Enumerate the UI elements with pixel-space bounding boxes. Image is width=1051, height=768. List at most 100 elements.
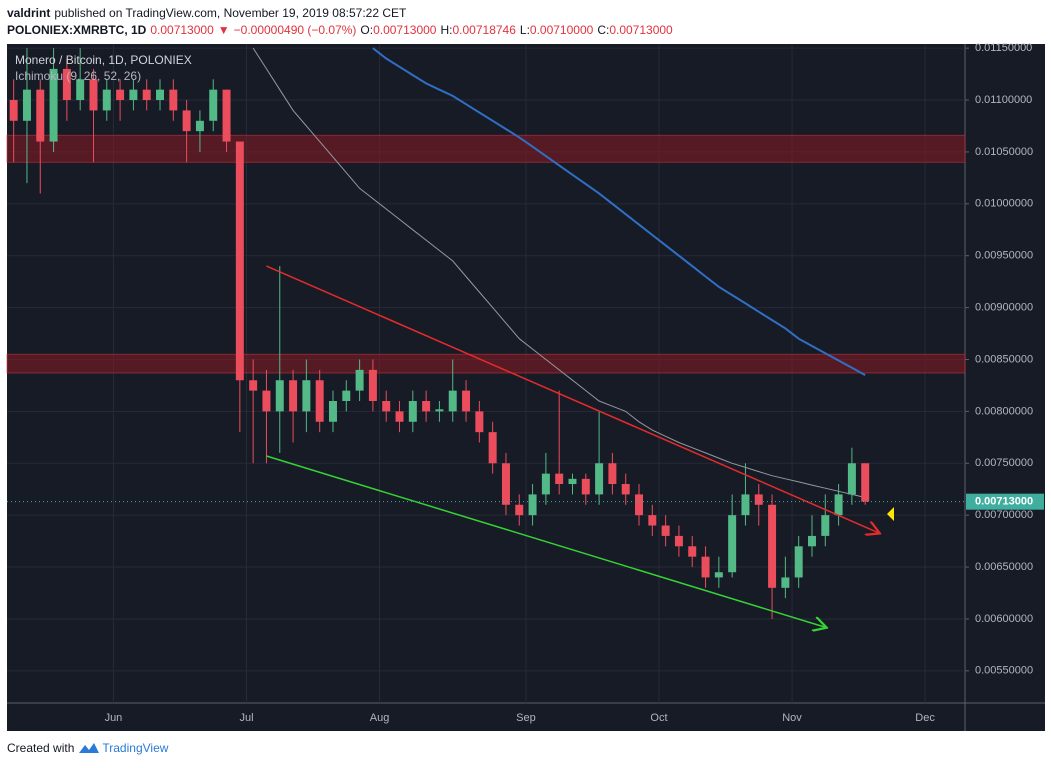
resistance-zone xyxy=(6,353,966,374)
candle-body xyxy=(821,515,830,536)
ohlc-value: 0.00718746 xyxy=(452,23,516,37)
candle-body xyxy=(222,89,231,142)
candle-body xyxy=(768,504,777,588)
candle-body xyxy=(807,535,816,547)
candle-body xyxy=(129,89,138,101)
candle-body xyxy=(209,89,218,121)
footer: Created with TradingView xyxy=(7,741,168,755)
published: published on TradingView.com, November 1… xyxy=(54,6,407,20)
y-tick-label: 0.01100000 xyxy=(975,94,1032,106)
candle-body xyxy=(648,515,657,526)
candle-body xyxy=(741,494,750,516)
y-tick-label: 0.00600000 xyxy=(975,613,1033,625)
candle-body xyxy=(568,478,577,485)
candle-body xyxy=(62,68,71,101)
candle-body xyxy=(861,463,870,502)
candle-body xyxy=(116,89,125,101)
candle-body xyxy=(635,494,644,516)
indicator-label: Ichimoku (9, 26, 52, 26) xyxy=(15,69,141,83)
candle-body xyxy=(728,515,737,573)
candle-body xyxy=(794,546,803,578)
candle-body xyxy=(661,525,670,536)
y-tick-label: 0.00700000 xyxy=(975,509,1033,521)
moving-average xyxy=(372,47,866,376)
x-tick-label: Sep xyxy=(516,712,536,724)
candle-body xyxy=(355,369,364,391)
candle-body xyxy=(102,89,111,111)
created-with: Created with xyxy=(7,741,75,755)
resistance-zone xyxy=(6,134,966,163)
price-marker-icon xyxy=(887,507,894,521)
x-tick-label: Aug xyxy=(370,712,390,724)
candle-body xyxy=(528,494,537,516)
y-tick-label: 0.00850000 xyxy=(975,353,1033,365)
symbol: POLONIEX:XMRBTC, 1D xyxy=(7,23,147,37)
candle-body xyxy=(834,494,843,516)
y-tick-label: 0.00900000 xyxy=(975,302,1033,314)
author: valdrint xyxy=(7,6,51,20)
candle-body xyxy=(49,68,58,142)
chart-title: Monero / Bitcoin, 1D, POLONIEX xyxy=(15,53,192,67)
y-tick-label: 0.01050000 xyxy=(975,146,1033,158)
price: 0.00713000 xyxy=(150,23,214,37)
candle-body xyxy=(382,401,391,412)
candle-body xyxy=(395,411,404,422)
candle-body xyxy=(448,390,457,412)
candle-body xyxy=(714,572,723,578)
x-tick-label: Jul xyxy=(239,712,253,724)
candle-body xyxy=(475,411,484,433)
candle-body xyxy=(368,369,377,402)
candle-body xyxy=(249,380,258,391)
candle-body xyxy=(89,79,98,111)
publish-line: valdrint published on TradingView.com, No… xyxy=(7,6,410,20)
last-price-box xyxy=(966,493,1044,510)
candle-body xyxy=(315,380,324,422)
y-tick-label: 0.00800000 xyxy=(975,405,1033,417)
candle-body xyxy=(22,89,31,121)
x-tick-label: Dec xyxy=(915,712,935,724)
candle-body xyxy=(688,546,697,557)
candle-body xyxy=(595,463,604,495)
candle-body xyxy=(754,494,763,505)
ohlc-label: O: xyxy=(360,23,374,37)
y-tick-label: 0.01150000 xyxy=(975,42,1032,54)
candle-body xyxy=(262,390,271,412)
change: −0.00000490 (−0.07%) xyxy=(233,23,357,37)
candle-body xyxy=(235,141,244,381)
ohlc-value: 0.00713000 xyxy=(609,23,673,37)
candle-body xyxy=(581,478,590,495)
ohlc-label: H: xyxy=(440,23,453,37)
candle-body xyxy=(342,390,351,402)
candle-body xyxy=(847,463,856,495)
candle-body xyxy=(435,409,444,412)
candle-body xyxy=(781,577,790,588)
candle-body xyxy=(422,401,431,412)
ohlc-value: 0.00710000 xyxy=(529,23,594,37)
candle-body xyxy=(182,110,191,132)
candle-body xyxy=(169,89,178,111)
symbol-line: POLONIEX:XMRBTC, 1D 0.00713000 ▼ −0.0000049… xyxy=(7,23,681,37)
ohlc-label: L: xyxy=(519,23,530,37)
y-tick-label: 0.01000000 xyxy=(975,198,1033,210)
candle-body xyxy=(555,473,564,485)
ohlc-label: C: xyxy=(597,23,610,37)
candle-body xyxy=(289,380,298,412)
candle-body xyxy=(156,89,165,101)
candle-body xyxy=(408,401,417,422)
candle-body xyxy=(608,463,617,485)
candle-body xyxy=(621,484,630,495)
logo xyxy=(79,743,100,753)
candle-body xyxy=(275,380,284,412)
candle-body xyxy=(501,463,510,505)
ohlc: O:0.00713000 H:0.00718746 L:0.00710000 C:0.… xyxy=(360,23,676,37)
x-tick-label: Nov xyxy=(782,712,802,724)
candle-body xyxy=(328,401,337,422)
candle-body xyxy=(462,390,471,412)
y-tick-label: 0.00650000 xyxy=(975,561,1033,573)
brand: TradingView xyxy=(102,741,169,755)
candle-body xyxy=(701,556,710,578)
trendline xyxy=(266,265,878,533)
x-tick-label: Oct xyxy=(650,712,667,724)
